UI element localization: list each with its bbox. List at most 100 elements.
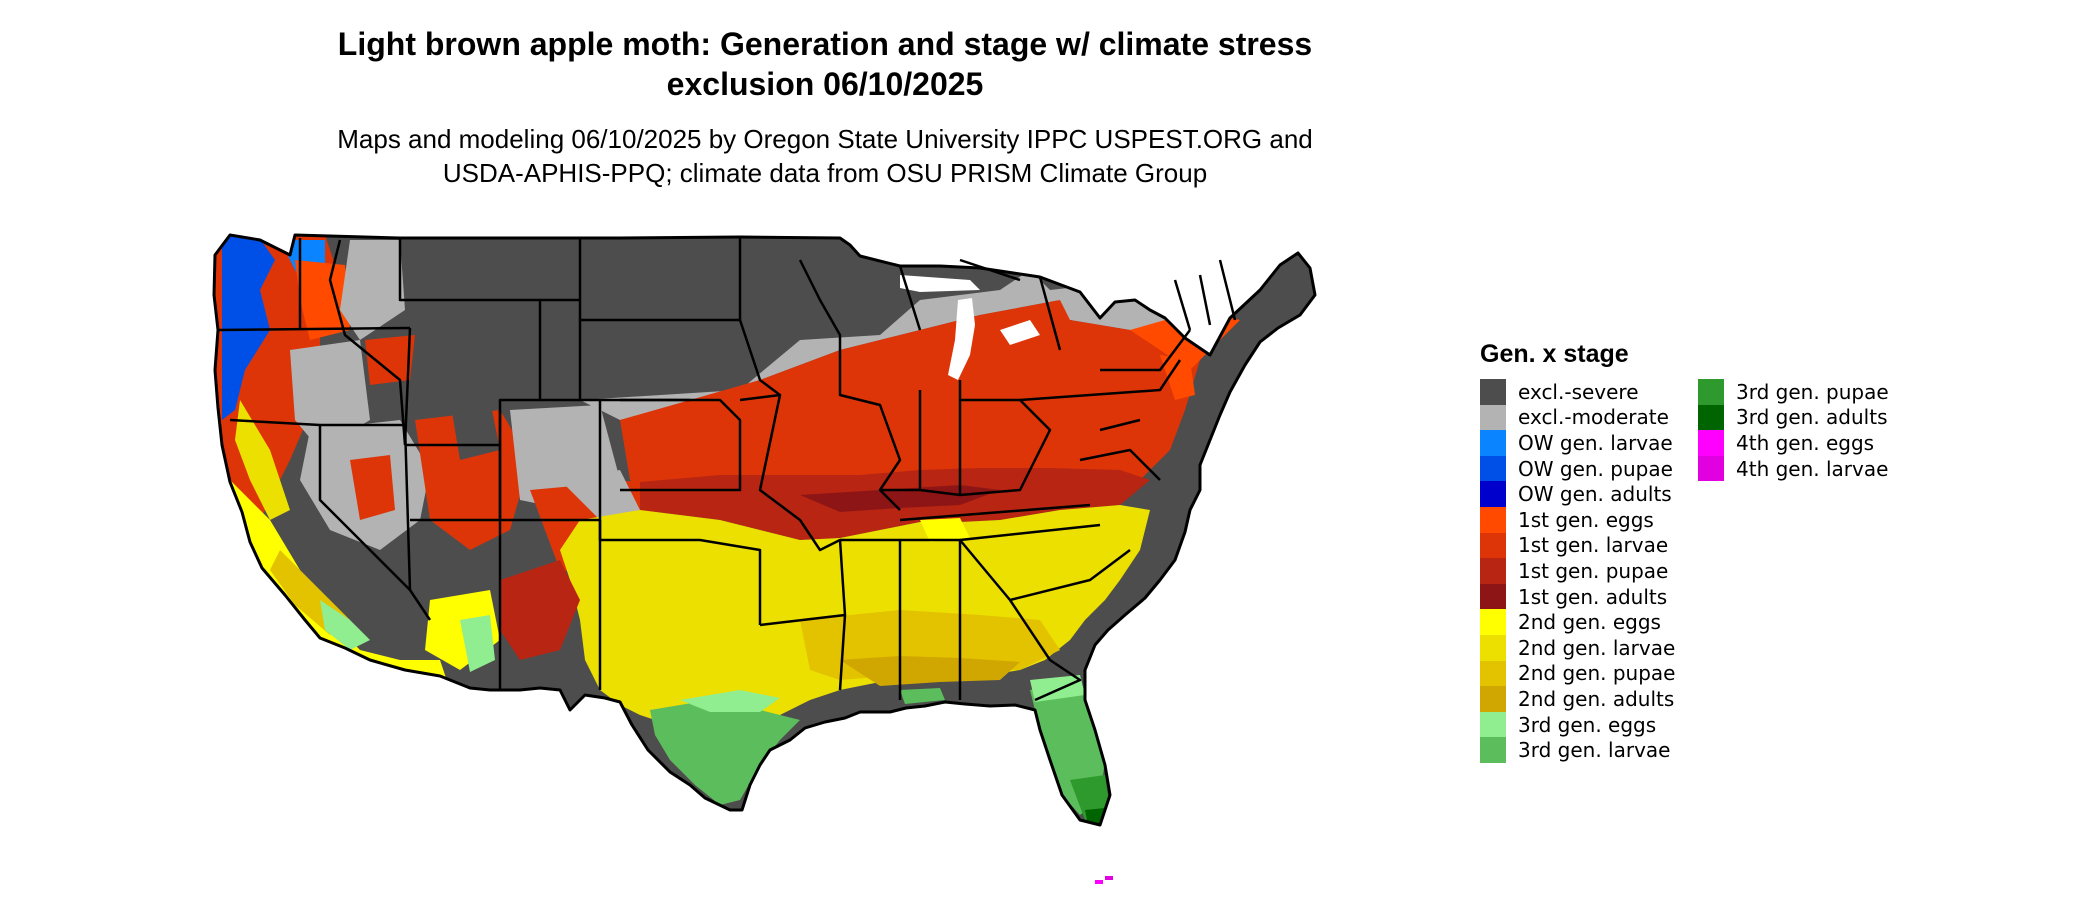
- legend-swatch: [1480, 660, 1506, 687]
- legend-item: 2nd gen. pupae: [1480, 660, 1676, 687]
- us-outline: [212, 233, 1317, 827]
- map-regions: [214, 235, 1315, 825]
- legend-swatch: [1480, 711, 1506, 738]
- region-oregon-moderate: [290, 340, 370, 450]
- legend-item: 1st gen. pupae: [1480, 558, 1675, 584]
- legend-label: OW gen. pupae: [1518, 456, 1673, 481]
- region-texas-3rd-gen-larvae: [650, 700, 800, 805]
- legend-item: OW gen. larvae: [1480, 430, 1675, 456]
- legend-item: 1st gen. adults: [1480, 583, 1675, 610]
- us-map: [212, 233, 1317, 884]
- legend-swatch: [1698, 455, 1724, 482]
- legend-swatch: [1698, 404, 1724, 431]
- border-ga: [959, 539, 1082, 702]
- legend-item: excl.-severe: [1480, 379, 1675, 405]
- region-keys-4th-gen-eggs: [1095, 880, 1103, 884]
- lake-superior: [900, 275, 980, 292]
- legend-swatch: [1480, 532, 1506, 559]
- legend-label: 1st gen. pupae: [1518, 558, 1669, 583]
- border-sc-nc: [1009, 549, 1131, 602]
- map-subtitle-line-1: Maps and modeling 06/10/2025 by Oregon S…: [337, 124, 1313, 154]
- border-wi-il: [798, 259, 902, 511]
- legend-label: 3rd gen. larvae: [1518, 738, 1671, 763]
- region-idaho-moderate: [340, 240, 405, 340]
- region-keys-4th-gen-larvae: [1105, 876, 1113, 880]
- legend-label: excl.-severe: [1518, 379, 1639, 404]
- legend-label: OW gen. larvae: [1518, 430, 1673, 455]
- legend-swatch: [1480, 455, 1506, 482]
- legend-item: 3rd gen. pupae: [1698, 379, 1889, 405]
- legend-label: 3rd gen. pupae: [1736, 379, 1889, 404]
- region-mid-atlantic-1st-eggs: [1160, 355, 1195, 400]
- region-nevada-1st-gen: [350, 455, 395, 520]
- legend-swatch: [1698, 379, 1724, 405]
- legend-label: 2nd gen. pupae: [1518, 661, 1676, 686]
- legend-label: excl.-moderate: [1518, 405, 1669, 430]
- region-central-1st-larvae: [620, 300, 1200, 498]
- map-title-line-2: exclusion 06/10/2025: [666, 66, 984, 102]
- legend-label: 3rd gen. eggs: [1518, 712, 1657, 737]
- legend-label: 2nd gen. eggs: [1518, 610, 1661, 635]
- legend-item: 3rd gen. adults: [1698, 404, 1889, 431]
- border-mn-ia: [738, 237, 782, 402]
- region-columbia-basin-1st-eggs: [295, 260, 350, 340]
- legend-label: 4th gen. larvae: [1736, 456, 1889, 481]
- border-tn-ky: [899, 503, 1101, 542]
- region-california-3rd-gen-eggs: [320, 600, 370, 650]
- legend-item: 4th gen. eggs: [1698, 430, 1889, 456]
- legend-swatch: [1480, 404, 1506, 431]
- region-texas-3rd-gen-eggs: [680, 690, 780, 712]
- border-va-md: [1079, 418, 1161, 481]
- region-1st-gen-adults-band: [800, 485, 1000, 512]
- legend-column-2: 3rd gen. pupae 3rd gen. adults 4th gen. eg…: [1698, 379, 1889, 482]
- border-mt-wy: [398, 238, 542, 445]
- legend-swatch: [1480, 737, 1506, 763]
- region-cascades-ow-pupae: [222, 235, 275, 420]
- legend-swatch: [1480, 379, 1506, 405]
- region-desert-1st-pupae: [500, 560, 580, 660]
- legend-swatch: [1698, 430, 1724, 456]
- border-ar-la: [759, 613, 847, 691]
- legend-item: OW gen. pupae: [1480, 455, 1675, 482]
- legend-swatch: [1480, 583, 1506, 610]
- legend-item: 2nd gen. eggs: [1480, 609, 1675, 635]
- legend-label: 2nd gen. larvae: [1518, 635, 1676, 660]
- border-new-england: [1173, 259, 1237, 331]
- region-louisiana-3rd-gen-larvae: [900, 688, 945, 704]
- legend-item: excl.-moderate: [1480, 404, 1675, 431]
- border-ne-ks: [620, 398, 742, 492]
- map-subtitle-line-2: USDA-APHIS-PPQ; climate data from OSU PR…: [442, 158, 1208, 188]
- legend-item: OW gen. adults: [1480, 481, 1675, 507]
- region-central-valley-2nd-larvae: [235, 400, 290, 520]
- border-in: [880, 390, 961, 497]
- lake-huron: [1000, 320, 1040, 345]
- region-northern-moderate-belt: [580, 270, 1060, 420]
- legend-label: OW gen. adults: [1518, 482, 1672, 507]
- region-2nd-gen-eggs-patch: [920, 518, 970, 542]
- legend-swatch: [1480, 634, 1506, 661]
- legend-item: 3rd gen. larvae: [1480, 737, 1675, 763]
- border-or-wa: [217, 326, 411, 332]
- map-title-line-1: Light brown apple moth: Generation and s…: [337, 26, 1313, 62]
- legend-item: 1st gen. larvae: [1480, 532, 1675, 559]
- legend-title: Gen. x stage: [1480, 340, 1629, 368]
- legend-swatch: [1480, 506, 1506, 533]
- border-nv-ut: [320, 423, 412, 591]
- legend-label: 4th gen. eggs: [1736, 430, 1875, 455]
- legend-swatch: [1480, 609, 1506, 635]
- border-oh: [958, 380, 1052, 497]
- border-mi: [898, 258, 1062, 351]
- legend-swatch: [1480, 481, 1506, 507]
- border-ok: [598, 520, 762, 625]
- legend-swatch: [1480, 430, 1506, 456]
- legend-item: 2nd gen. adults: [1480, 686, 1675, 712]
- lake-michigan: [948, 298, 975, 380]
- region-arizona-3rd-gen-eggs: [460, 615, 495, 672]
- legend-label: 1st gen. larvae: [1518, 533, 1669, 558]
- state-borders: [217, 237, 1237, 702]
- border-ca-nv: [229, 418, 432, 621]
- legend-item: 2nd gen. larvae: [1480, 634, 1676, 661]
- legend-item: 3rd gen. eggs: [1480, 711, 1675, 738]
- legend-label: 3rd gen. adults: [1736, 405, 1888, 430]
